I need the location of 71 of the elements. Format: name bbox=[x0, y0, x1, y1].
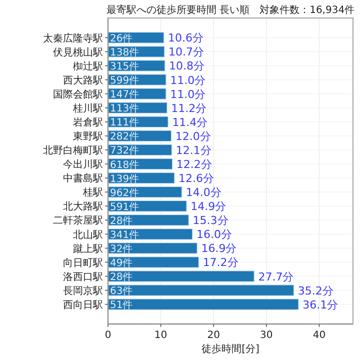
data-label: 10.8分 bbox=[169, 60, 205, 73]
x-tick-label: 10 bbox=[154, 330, 168, 341]
y-tick-label: 桂川駅 bbox=[72, 102, 103, 114]
y-tick-label: 長岡京駅 bbox=[63, 284, 103, 297]
data-label: 15.3分 bbox=[192, 214, 228, 228]
chart-title: 最寄駅への徒歩所要時間 長い順 対象件数：16,934件 bbox=[106, 4, 355, 16]
annotation: 32件 bbox=[110, 244, 133, 255]
y-tick-label: 北山駅 bbox=[73, 228, 103, 241]
x-tick-label: 0 bbox=[104, 330, 112, 341]
annotation: 341件 bbox=[110, 230, 140, 241]
annotation: 26件 bbox=[110, 33, 133, 44]
y-tick-label: 洛西口駅 bbox=[63, 270, 103, 283]
annotation: 28件 bbox=[110, 216, 133, 227]
annotation: 732件 bbox=[110, 146, 140, 157]
y-tick-label: 西大路駅 bbox=[63, 74, 103, 86]
y-tick-label: 向日町駅 bbox=[63, 256, 103, 269]
data-label: 11.2分 bbox=[171, 102, 207, 115]
x-tick-label: 30 bbox=[260, 330, 273, 341]
data-label: 16.0分 bbox=[196, 228, 232, 242]
y-tick-label: 二軒茶屋駅 bbox=[53, 214, 103, 227]
annotation: 962件 bbox=[110, 188, 140, 199]
y-tick-label: 西向日駅 bbox=[63, 298, 103, 311]
annotation: 113件 bbox=[110, 104, 140, 115]
bar bbox=[108, 284, 294, 296]
annotation: 49件 bbox=[110, 258, 133, 270]
y-tick-label: 岩倉駅 bbox=[73, 116, 103, 128]
data-label: 36.1分 bbox=[302, 298, 338, 312]
data-label: 11.0分 bbox=[170, 74, 206, 87]
data-label: 11.4分 bbox=[172, 116, 208, 129]
y-tick-label: 桂駅 bbox=[82, 186, 103, 199]
data-label: 12.1分 bbox=[176, 144, 212, 157]
y-tick-label: 蹴上駅 bbox=[73, 242, 103, 255]
annotation: 618件 bbox=[110, 160, 140, 171]
data-label: 10.7分 bbox=[168, 46, 204, 59]
x-tick-label: 40 bbox=[312, 330, 326, 341]
annotation: 147件 bbox=[110, 90, 140, 101]
y-tick-label: 北大路駅 bbox=[63, 200, 103, 213]
y-tick-label: 伏見桃山駅 bbox=[53, 46, 103, 58]
data-label: 10.6分 bbox=[168, 32, 204, 45]
data-label: 12.6分 bbox=[178, 172, 214, 186]
data-label: 35.2分 bbox=[298, 284, 334, 298]
annotation: 599件 bbox=[110, 76, 140, 87]
data-label: 16.9分 bbox=[201, 242, 237, 256]
y-tick-label: 椥辻駅 bbox=[73, 60, 103, 72]
bar bbox=[108, 270, 255, 282]
x-axis-title: 徒歩時間[分] bbox=[202, 343, 260, 355]
data-label: 27.7分 bbox=[258, 270, 294, 284]
y-tick-label: 東野駅 bbox=[73, 130, 103, 143]
annotation: 28件 bbox=[110, 272, 133, 284]
annotation: 63件 bbox=[110, 286, 133, 298]
annotation: 51件 bbox=[110, 300, 133, 312]
annotation: 282件 bbox=[110, 132, 140, 143]
bar bbox=[108, 200, 188, 212]
bar bbox=[108, 298, 300, 310]
x-tick-label: 20 bbox=[207, 330, 220, 341]
y-tick-label: 国際会館駅 bbox=[53, 88, 103, 100]
y-tick-label: 今出川駅 bbox=[63, 158, 103, 171]
data-label: 11.0分 bbox=[170, 88, 206, 101]
data-label: 12.0分 bbox=[175, 130, 211, 143]
annotation: 139件 bbox=[110, 174, 140, 185]
y-tick-label: 中書島駅 bbox=[63, 172, 103, 185]
data-label: 14.0分 bbox=[186, 186, 222, 200]
data-label: 12.2分 bbox=[176, 158, 212, 171]
y-tick-label: 北野白梅町駅 bbox=[43, 144, 103, 157]
annotation: 315件 bbox=[110, 62, 140, 73]
annotation: 111件 bbox=[110, 118, 140, 129]
annotation: 591件 bbox=[110, 202, 140, 213]
annotation: 138件 bbox=[110, 47, 140, 58]
y-tick-label: 太秦広隆寺駅 bbox=[43, 32, 103, 44]
data-label: 14.9分 bbox=[190, 200, 226, 214]
data-label: 17.2分 bbox=[202, 256, 238, 270]
